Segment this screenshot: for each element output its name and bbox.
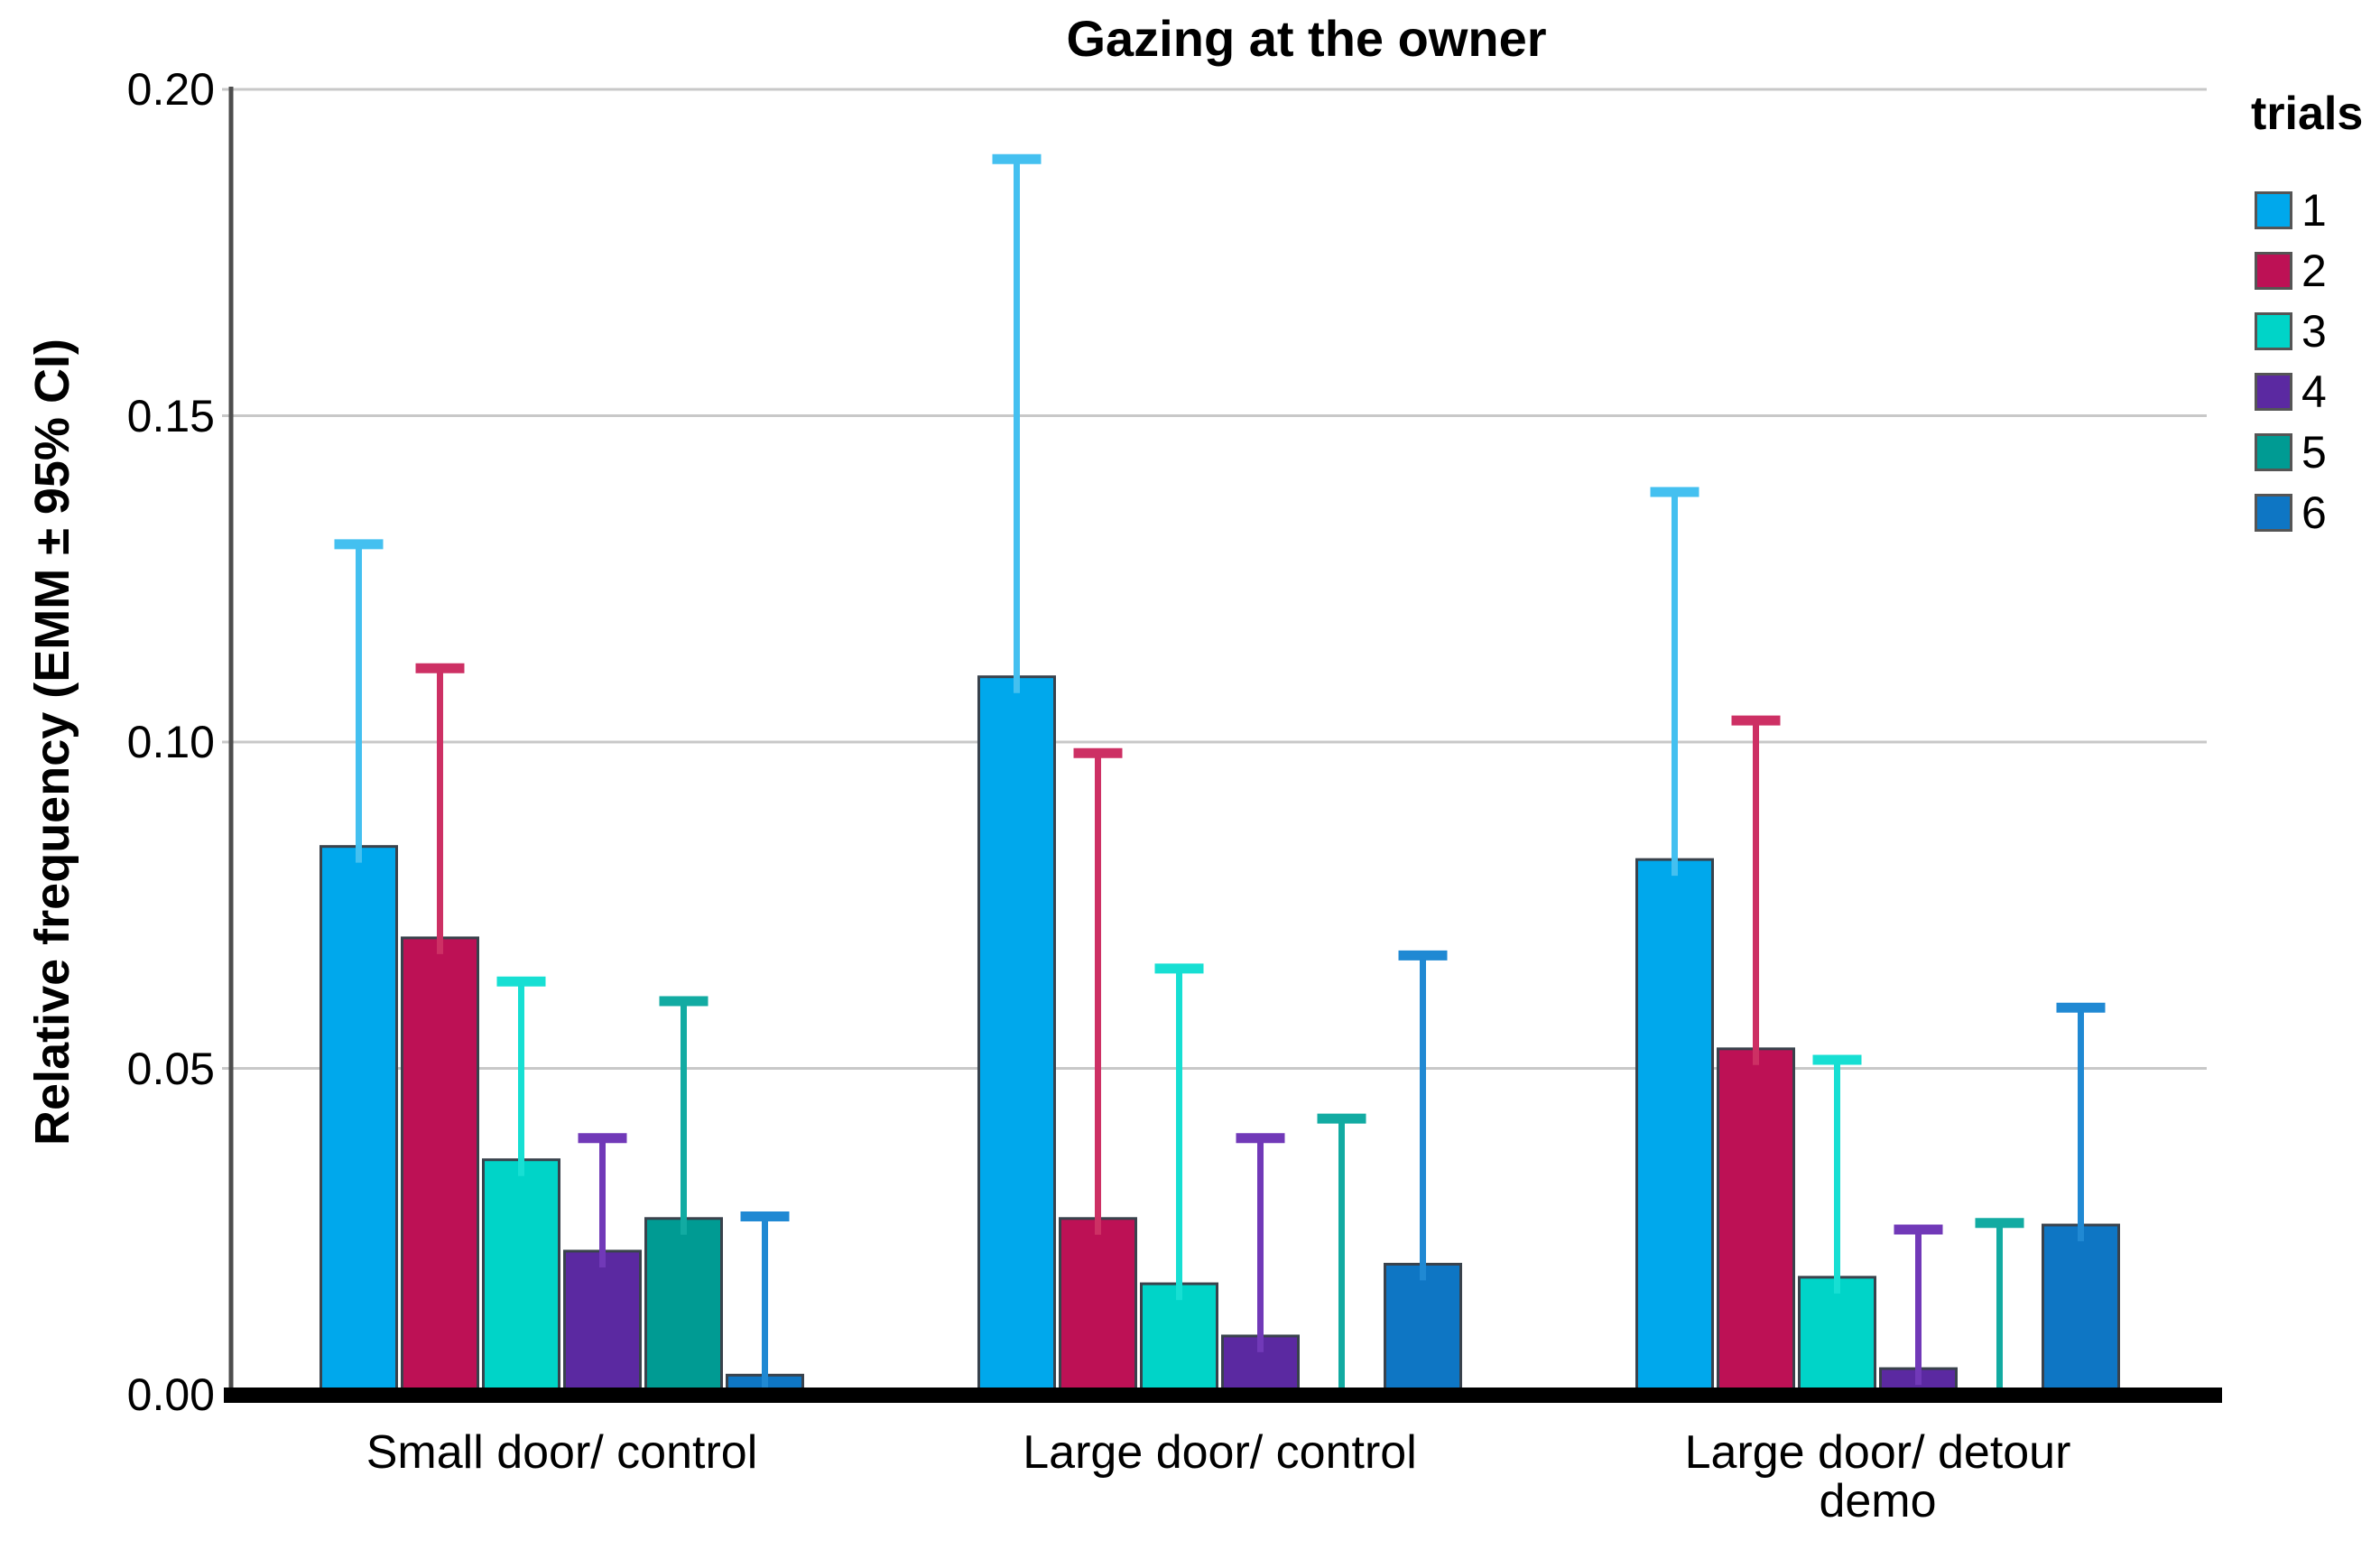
legend-item-label: 4: [2301, 367, 2327, 417]
bar-group1-trial1: [319, 845, 398, 1397]
bar-group3-trial2: [1717, 1047, 1795, 1397]
legend-item-trial-5: 5: [2227, 430, 2380, 475]
y-tick-label: 0.10: [126, 717, 215, 767]
legend-swatch-icon: [2255, 433, 2292, 471]
x-axis-baseline: [224, 1388, 2222, 1403]
legend-item-label: 6: [2301, 487, 2327, 538]
y-axis-title: Relative frequency (EMM ± 95% CI): [25, 339, 79, 1146]
legend-items: 1 2 3 4 5 6: [2227, 188, 2380, 535]
legend-swatch-icon: [2255, 191, 2292, 229]
legend-item-trial-3: 3: [2227, 309, 2380, 354]
legend-item-label: 2: [2301, 246, 2327, 296]
x-category-label: Small door/ control: [366, 1426, 758, 1479]
legend: trials 1 2 3 4 5: [2227, 87, 2380, 535]
legend-item-label: 5: [2301, 427, 2327, 478]
y-tick-label: 0.05: [126, 1043, 215, 1094]
legend-item-label: 1: [2301, 185, 2327, 236]
bar-group2-trial3: [1140, 1282, 1218, 1397]
y-tick-label: 0.00: [126, 1369, 215, 1420]
bar-group1-trial5: [644, 1217, 723, 1397]
bar-group3-trial6: [2042, 1223, 2120, 1397]
bar-group2-trial1: [977, 675, 1056, 1397]
legend-swatch-icon: [2255, 312, 2292, 350]
bar-group3-trial1: [1635, 858, 1714, 1397]
legend-item-trial-4: 4: [2227, 369, 2380, 414]
x-category-label: Large door/ detour demo: [1684, 1426, 2071, 1528]
legend-item-trial-2: 2: [2227, 248, 2380, 293]
legend-swatch-icon: [2255, 252, 2292, 290]
bar-group2-trial2: [1059, 1217, 1137, 1397]
bar-group2-trial6: [1384, 1262, 1462, 1397]
y-tick-label: 0.20: [126, 64, 215, 115]
legend-item-label: 3: [2301, 306, 2327, 357]
bar-group3-trial3: [1798, 1276, 1876, 1397]
legend-item-trial-6: 6: [2227, 490, 2380, 535]
legend-item-trial-1: 1: [2227, 188, 2380, 233]
bar-group1-trial4: [563, 1249, 642, 1397]
legend-title: trials: [2251, 88, 2364, 140]
chart-title: Gazing at the owner: [1066, 10, 1547, 67]
legend-swatch-icon: [2255, 494, 2292, 532]
x-category-label: Large door/ control: [1023, 1426, 1417, 1479]
bar-group1-trial2: [401, 936, 479, 1397]
legend-swatch-icon: [2255, 373, 2292, 411]
y-tick-label: 0.15: [126, 390, 215, 441]
bar-group1-trial3: [482, 1158, 560, 1397]
